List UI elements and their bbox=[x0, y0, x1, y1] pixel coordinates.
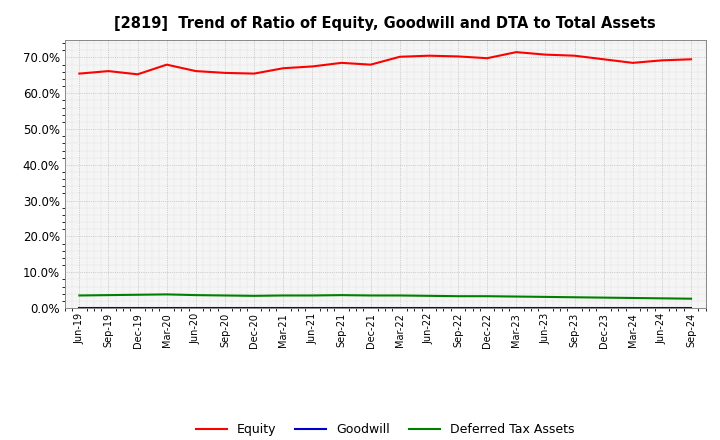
Equity bbox=[163, 62, 171, 67]
Deferred Tax Assets bbox=[483, 293, 492, 299]
Deferred Tax Assets bbox=[308, 293, 317, 298]
Equity bbox=[541, 52, 550, 57]
Deferred Tax Assets bbox=[629, 295, 637, 301]
Deferred Tax Assets bbox=[570, 295, 579, 300]
Deferred Tax Assets bbox=[599, 295, 608, 300]
Goodwill bbox=[599, 305, 608, 311]
Goodwill bbox=[541, 305, 550, 311]
Equity bbox=[192, 69, 200, 74]
Equity bbox=[395, 54, 404, 59]
Equity bbox=[279, 66, 287, 71]
Line: Equity: Equity bbox=[79, 52, 691, 74]
Deferred Tax Assets bbox=[163, 292, 171, 297]
Deferred Tax Assets bbox=[366, 293, 375, 298]
Equity bbox=[599, 57, 608, 62]
Deferred Tax Assets bbox=[425, 293, 433, 298]
Deferred Tax Assets bbox=[279, 293, 287, 298]
Equity bbox=[570, 53, 579, 59]
Goodwill bbox=[133, 305, 142, 311]
Deferred Tax Assets bbox=[541, 294, 550, 300]
Deferred Tax Assets bbox=[512, 294, 521, 299]
Goodwill bbox=[395, 305, 404, 311]
Goodwill bbox=[163, 305, 171, 311]
Goodwill bbox=[570, 305, 579, 311]
Line: Deferred Tax Assets: Deferred Tax Assets bbox=[79, 294, 691, 299]
Goodwill bbox=[687, 305, 696, 311]
Deferred Tax Assets bbox=[250, 293, 258, 298]
Equity bbox=[337, 60, 346, 66]
Legend: Equity, Goodwill, Deferred Tax Assets: Equity, Goodwill, Deferred Tax Assets bbox=[191, 418, 580, 440]
Goodwill bbox=[483, 305, 492, 311]
Deferred Tax Assets bbox=[657, 296, 666, 301]
Goodwill bbox=[337, 305, 346, 311]
Equity bbox=[657, 58, 666, 63]
Deferred Tax Assets bbox=[395, 293, 404, 298]
Equity bbox=[512, 49, 521, 55]
Goodwill bbox=[104, 305, 113, 311]
Deferred Tax Assets bbox=[75, 293, 84, 298]
Deferred Tax Assets bbox=[133, 292, 142, 297]
Goodwill bbox=[220, 305, 229, 311]
Equity bbox=[308, 64, 317, 69]
Deferred Tax Assets bbox=[687, 296, 696, 301]
Goodwill bbox=[454, 305, 462, 311]
Equity bbox=[220, 70, 229, 76]
Deferred Tax Assets bbox=[337, 293, 346, 298]
Equity bbox=[75, 71, 84, 76]
Goodwill bbox=[425, 305, 433, 311]
Goodwill bbox=[75, 305, 84, 311]
Deferred Tax Assets bbox=[220, 293, 229, 298]
Goodwill bbox=[512, 305, 521, 311]
Goodwill bbox=[657, 305, 666, 311]
Equity bbox=[454, 54, 462, 59]
Goodwill bbox=[279, 305, 287, 311]
Equity bbox=[629, 60, 637, 66]
Equity bbox=[483, 55, 492, 61]
Equity bbox=[104, 69, 113, 74]
Equity bbox=[687, 57, 696, 62]
Goodwill bbox=[629, 305, 637, 311]
Deferred Tax Assets bbox=[454, 293, 462, 299]
Goodwill bbox=[192, 305, 200, 311]
Goodwill bbox=[366, 305, 375, 311]
Deferred Tax Assets bbox=[192, 293, 200, 298]
Equity bbox=[250, 71, 258, 76]
Deferred Tax Assets bbox=[104, 293, 113, 298]
Goodwill bbox=[308, 305, 317, 311]
Title: [2819]  Trend of Ratio of Equity, Goodwill and DTA to Total Assets: [2819] Trend of Ratio of Equity, Goodwil… bbox=[114, 16, 656, 32]
Equity bbox=[133, 72, 142, 77]
Goodwill bbox=[250, 305, 258, 311]
Equity bbox=[425, 53, 433, 59]
Equity bbox=[366, 62, 375, 67]
